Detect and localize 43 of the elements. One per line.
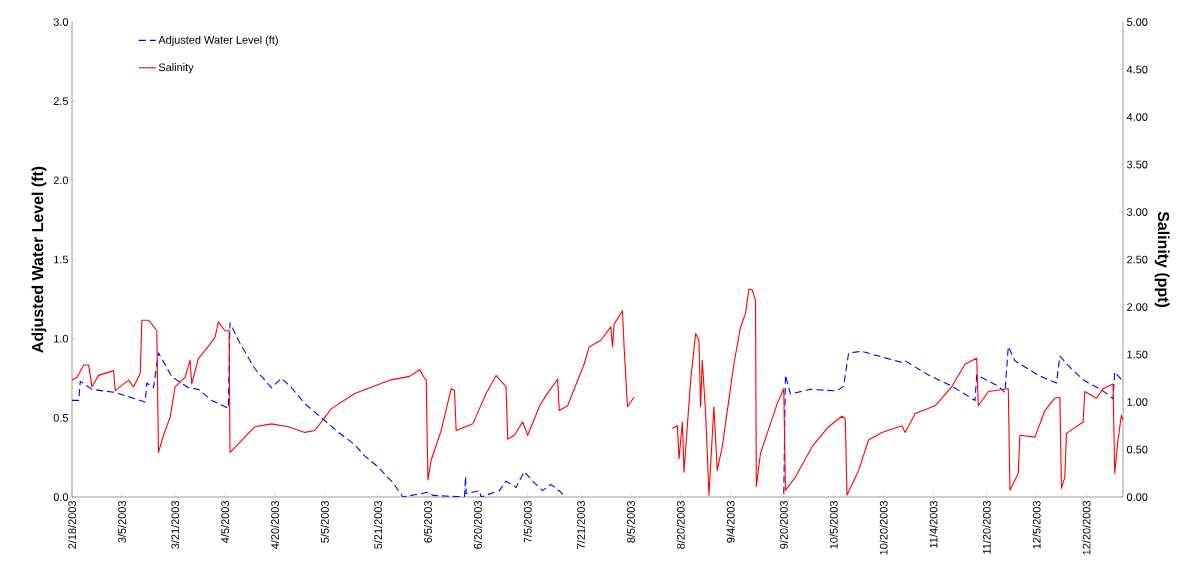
y2-tick-label: 0.00: [1126, 493, 1148, 501]
y2-tick-label: 3.00: [1126, 208, 1148, 216]
x-tick-label: 6/5/2003: [423, 501, 432, 543]
y2-tick-label: 0.50: [1126, 445, 1148, 454]
x-tick-label: 12/20/2003: [1082, 501, 1091, 555]
legend-label: Adjusted Water Level (ft): [158, 35, 278, 46]
y-tick-label: 0.5: [53, 413, 69, 422]
x-tick-label: 2/18/2003: [67, 501, 77, 549]
y-tick-label: 3.0: [53, 18, 69, 26]
y-tick-label: 1.5: [54, 255, 69, 264]
y2-tick-label: 2.50: [1127, 255, 1148, 264]
x-tick-label: 5/21/2003: [373, 501, 383, 549]
x-tick-label: 7/5/2003: [523, 501, 532, 543]
x-tick-label: 10/20/2003: [879, 501, 888, 555]
x-tick-label: 6/20/2003: [473, 501, 482, 549]
y2-tick-label: 2.00: [1127, 303, 1148, 311]
y2-tick-label: 5.00: [1126, 18, 1148, 26]
x-tick-label: 5/5/2003: [320, 501, 329, 543]
y2-tick-label: 4.00: [1126, 113, 1148, 121]
y2-tick-label: 4.50: [1126, 65, 1148, 74]
x-tick-label: 11/20/2003: [982, 501, 991, 554]
x-tick-label: 4/20/2003: [270, 501, 279, 550]
y2-tick-label: 1.50: [1127, 350, 1148, 359]
x-tick-label: 12/5/2003: [1032, 501, 1041, 549]
y-tick-label: 0.0: [53, 493, 69, 501]
x-tick-label: 3/21/2003: [171, 501, 180, 549]
x-tick-label: 8/20/2003: [676, 501, 685, 549]
y-axis-title: Adjusted Water Level (ft): [31, 166, 47, 353]
legend-label: Salinity: [158, 63, 194, 74]
y-tick-label: 2.0: [53, 176, 69, 185]
y2-tick-label: 3.50: [1126, 160, 1148, 169]
y2-axis-title: Salinity (ppt): [1154, 211, 1170, 307]
x-tick-label: 3/5/2003: [117, 501, 126, 543]
y-tick-label: 2.5: [53, 97, 69, 106]
x-tick-label: 10/5/2003: [829, 501, 838, 549]
y-tick-label: 1.0: [54, 334, 69, 343]
y2-tick-label: 1.00: [1127, 398, 1148, 406]
x-tick-label: 8/5/2003: [626, 501, 635, 543]
x-tick-label: 4/5/2003: [220, 501, 230, 543]
x-tick-label: 7/21/2003: [576, 501, 585, 549]
x-tick-label: 9/4/2003: [726, 501, 735, 543]
x-tick-label: 9/20/2003: [779, 501, 788, 549]
x-tick-label: 11/4/2003: [929, 501, 938, 548]
